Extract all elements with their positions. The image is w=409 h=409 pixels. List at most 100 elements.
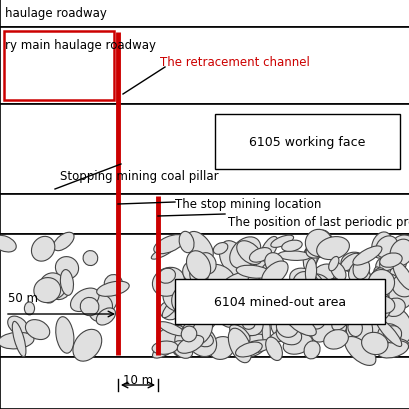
Ellipse shape [365,268,385,299]
Ellipse shape [303,246,318,265]
Ellipse shape [322,292,339,308]
Ellipse shape [337,295,356,318]
Ellipse shape [379,242,407,271]
Ellipse shape [373,271,387,296]
Ellipse shape [270,236,293,248]
Ellipse shape [332,318,346,333]
Ellipse shape [390,236,409,262]
Ellipse shape [377,341,407,358]
Ellipse shape [162,298,179,318]
Bar [0,195,409,234]
Ellipse shape [261,261,288,286]
Ellipse shape [83,331,94,344]
Ellipse shape [163,287,186,311]
Ellipse shape [287,292,308,315]
Ellipse shape [88,295,112,321]
Ellipse shape [237,301,265,320]
Text: 6105 working face: 6105 working face [249,136,365,148]
Ellipse shape [348,267,369,281]
Ellipse shape [218,272,248,294]
Ellipse shape [0,333,34,349]
Ellipse shape [350,332,366,347]
Ellipse shape [373,267,384,288]
Ellipse shape [375,236,397,258]
Ellipse shape [283,334,312,354]
Ellipse shape [8,316,28,335]
Ellipse shape [177,304,204,331]
Ellipse shape [366,291,390,321]
Ellipse shape [55,257,79,279]
Ellipse shape [263,290,278,308]
Ellipse shape [238,340,273,354]
Ellipse shape [97,281,129,297]
Ellipse shape [151,244,177,260]
Ellipse shape [379,253,401,267]
Ellipse shape [289,268,324,297]
Ellipse shape [208,337,234,360]
Ellipse shape [303,341,319,359]
Ellipse shape [192,261,206,275]
Ellipse shape [285,305,306,329]
Ellipse shape [229,237,260,269]
Text: The stop mining location: The stop mining location [175,198,321,211]
Ellipse shape [186,251,210,281]
Ellipse shape [383,298,405,317]
Ellipse shape [191,317,212,344]
Ellipse shape [261,314,270,348]
Ellipse shape [181,285,202,306]
Ellipse shape [281,312,310,326]
Ellipse shape [177,335,203,353]
Ellipse shape [305,230,331,257]
Ellipse shape [392,262,409,290]
Ellipse shape [181,326,196,342]
Ellipse shape [236,265,270,279]
Ellipse shape [195,266,211,277]
Ellipse shape [373,338,408,354]
Ellipse shape [311,319,334,342]
Ellipse shape [330,290,353,313]
Ellipse shape [260,263,281,283]
Ellipse shape [319,231,335,254]
Ellipse shape [277,251,310,261]
Ellipse shape [242,319,254,330]
Ellipse shape [83,251,97,266]
Ellipse shape [339,290,362,315]
Bar [0,28,409,105]
Ellipse shape [380,243,392,258]
Ellipse shape [339,254,360,271]
Ellipse shape [153,235,184,254]
Ellipse shape [320,289,343,310]
Ellipse shape [163,279,178,305]
Ellipse shape [344,337,375,366]
Ellipse shape [195,333,213,347]
Ellipse shape [231,306,263,336]
Ellipse shape [152,267,184,297]
Ellipse shape [371,232,391,258]
Ellipse shape [244,257,268,284]
Ellipse shape [238,334,267,357]
Ellipse shape [73,330,101,361]
Bar [4,32,114,101]
Ellipse shape [331,305,353,330]
Ellipse shape [70,288,99,312]
Ellipse shape [249,248,271,263]
Ellipse shape [303,246,317,273]
Ellipse shape [267,281,285,292]
Ellipse shape [375,258,391,276]
Ellipse shape [96,308,115,325]
Ellipse shape [280,316,298,336]
Ellipse shape [316,237,348,260]
Ellipse shape [260,237,277,261]
Bar [0,105,409,195]
Ellipse shape [207,279,238,293]
Ellipse shape [328,257,338,271]
Ellipse shape [372,297,394,314]
Ellipse shape [80,298,99,316]
Ellipse shape [388,287,409,308]
Ellipse shape [187,304,204,319]
Ellipse shape [31,237,55,261]
Ellipse shape [389,240,409,266]
Text: Stopping mining coal pillar: Stopping mining coal pillar [60,170,218,183]
Ellipse shape [53,233,74,251]
Text: 50 m: 50 m [8,292,38,305]
